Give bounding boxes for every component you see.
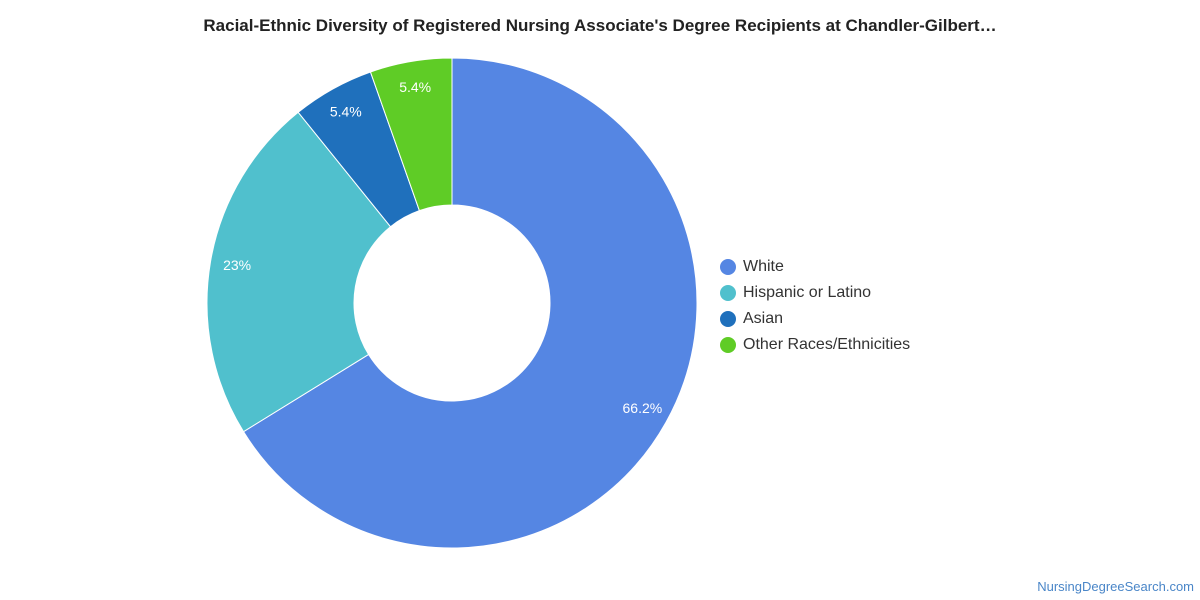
slice-labels: 66.2% 23% 5.4% 5.4% <box>223 79 662 416</box>
legend-item[interactable]: Other Races/Ethnicities <box>720 332 910 358</box>
donut-slices <box>206 57 698 549</box>
slice-label: 66.2% <box>623 400 663 416</box>
legend-label: Other Races/Ethnicities <box>743 336 911 353</box>
legend-label: Asian <box>743 310 784 327</box>
legend-swatch <box>720 311 736 327</box>
slice-label: 23% <box>223 257 251 273</box>
legend-item[interactable]: Asian <box>720 306 910 332</box>
legend-item[interactable]: Hispanic or Latino <box>720 280 910 306</box>
slice-hispanic-or-latino[interactable] <box>206 111 392 433</box>
chart-legend: White Hispanic or Latino Asian Other Races/… <box>720 254 910 358</box>
chart-title: Racial-Ethnic Diversity of Registered Nu… <box>203 16 997 35</box>
slice-label: 5.4% <box>399 79 431 95</box>
legend-swatch <box>720 285 736 301</box>
slice-white[interactable] <box>242 57 698 549</box>
source-credit-link[interactable]: NursingDegreeSearch.com <box>1037 579 1194 594</box>
slice-other-races-ethnicities[interactable] <box>369 57 453 212</box>
legend-swatch <box>720 259 736 275</box>
legend-item[interactable]: White <box>720 254 910 280</box>
legend-label: White <box>743 258 784 275</box>
legend-label: Hispanic or Latino <box>743 284 872 301</box>
slice-label: 5.4% <box>330 103 362 119</box>
legend-swatch <box>720 337 736 353</box>
